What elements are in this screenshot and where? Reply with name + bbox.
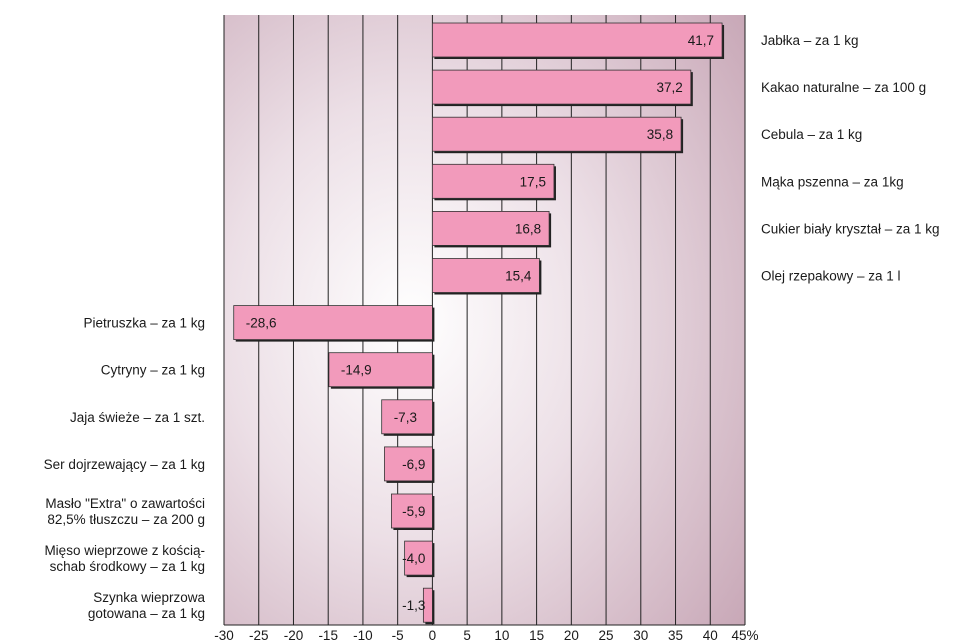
x-tick-label: 25 bbox=[599, 628, 614, 643]
category-label: Kakao naturalne – za 100 g bbox=[761, 80, 926, 95]
value-label: 15,4 bbox=[505, 269, 532, 284]
value-label: -6,9 bbox=[402, 457, 425, 472]
value-label: -7,3 bbox=[394, 410, 417, 425]
value-label: 17,5 bbox=[520, 174, 546, 189]
category-label: Olej rzepakowy – za 1 l bbox=[761, 269, 901, 284]
bar bbox=[431, 258, 540, 293]
value-label: -1,3 bbox=[402, 598, 425, 613]
x-tick-label: -25 bbox=[249, 628, 269, 643]
bar bbox=[328, 352, 433, 388]
x-tick-label: -10 bbox=[353, 628, 373, 643]
category-label: Cebula – za 1 kg bbox=[761, 127, 862, 142]
value-label: 41,7 bbox=[688, 33, 714, 48]
bar bbox=[233, 305, 433, 341]
bar bbox=[431, 116, 682, 152]
value-label: -4,0 bbox=[402, 551, 425, 566]
value-label: 35,8 bbox=[647, 127, 673, 142]
category-label: Mięso wieprzowe z kością-schab środkowy … bbox=[44, 543, 205, 574]
x-tick-label: 30 bbox=[633, 628, 648, 643]
category-labels: Jabłka – za 1 kg Kakao naturalne – za 100… bbox=[44, 33, 940, 621]
value-label: 16,8 bbox=[515, 221, 541, 236]
category-label: Jabłka – za 1 kg bbox=[761, 33, 859, 48]
bar bbox=[431, 22, 723, 58]
bar bbox=[384, 446, 433, 482]
x-tick-label: 5 bbox=[463, 628, 471, 643]
category-label: Cytryny – za 1 kg bbox=[101, 363, 205, 378]
bar bbox=[381, 399, 433, 435]
x-tick-label: 20 bbox=[564, 628, 579, 643]
category-label: Jaja świeże – za 1 szt. bbox=[70, 410, 205, 425]
x-tick-label: -5 bbox=[392, 628, 404, 643]
x-tick-label: 10 bbox=[494, 628, 509, 643]
bar bbox=[404, 540, 433, 576]
x-tick-label: 15 bbox=[529, 628, 544, 643]
bar bbox=[431, 163, 555, 199]
bars: 41,7 37,2 35,8 17,5 16,8 15,4 -28,6 -14,9 -7,3 -6… bbox=[233, 22, 725, 625]
bar bbox=[431, 210, 550, 246]
x-tick-label: 35 bbox=[668, 628, 683, 643]
category-label: Ser dojrzewający – za 1 kg bbox=[44, 457, 205, 472]
value-label: 37,2 bbox=[657, 80, 683, 95]
value-label: -28,6 bbox=[246, 316, 277, 331]
bar bbox=[422, 587, 433, 623]
x-axis-ticks: -30 -25 -20 -15 -10 -5 0 5 10 15 20 25 30 35 40 45% bbox=[214, 628, 758, 643]
category-label: Cukier biały kryształ – za 1 kg bbox=[761, 221, 940, 236]
x-tick-label: 0 bbox=[429, 628, 437, 643]
category-label: Masło "Extra" o zawartości 82,5% tłuszczu… bbox=[45, 496, 205, 527]
x-tick-label: 40 bbox=[703, 628, 718, 643]
bar bbox=[391, 493, 433, 529]
category-label: Mąka pszenna – za 1kg bbox=[761, 174, 904, 189]
category-label: Pietruszka – za 1 kg bbox=[83, 316, 205, 331]
category-label: Szynka wieprzowa gotowana – za 1 kg bbox=[88, 590, 206, 621]
x-tick-label: 45% bbox=[731, 628, 758, 643]
value-label: -5,9 bbox=[402, 504, 425, 519]
x-tick-label: -30 bbox=[214, 628, 234, 643]
value-label: -14,9 bbox=[341, 363, 372, 378]
bar bbox=[431, 69, 692, 105]
gridlines bbox=[223, 15, 746, 626]
x-tick-label: -15 bbox=[318, 628, 338, 643]
x-tick-label: -20 bbox=[284, 628, 304, 643]
